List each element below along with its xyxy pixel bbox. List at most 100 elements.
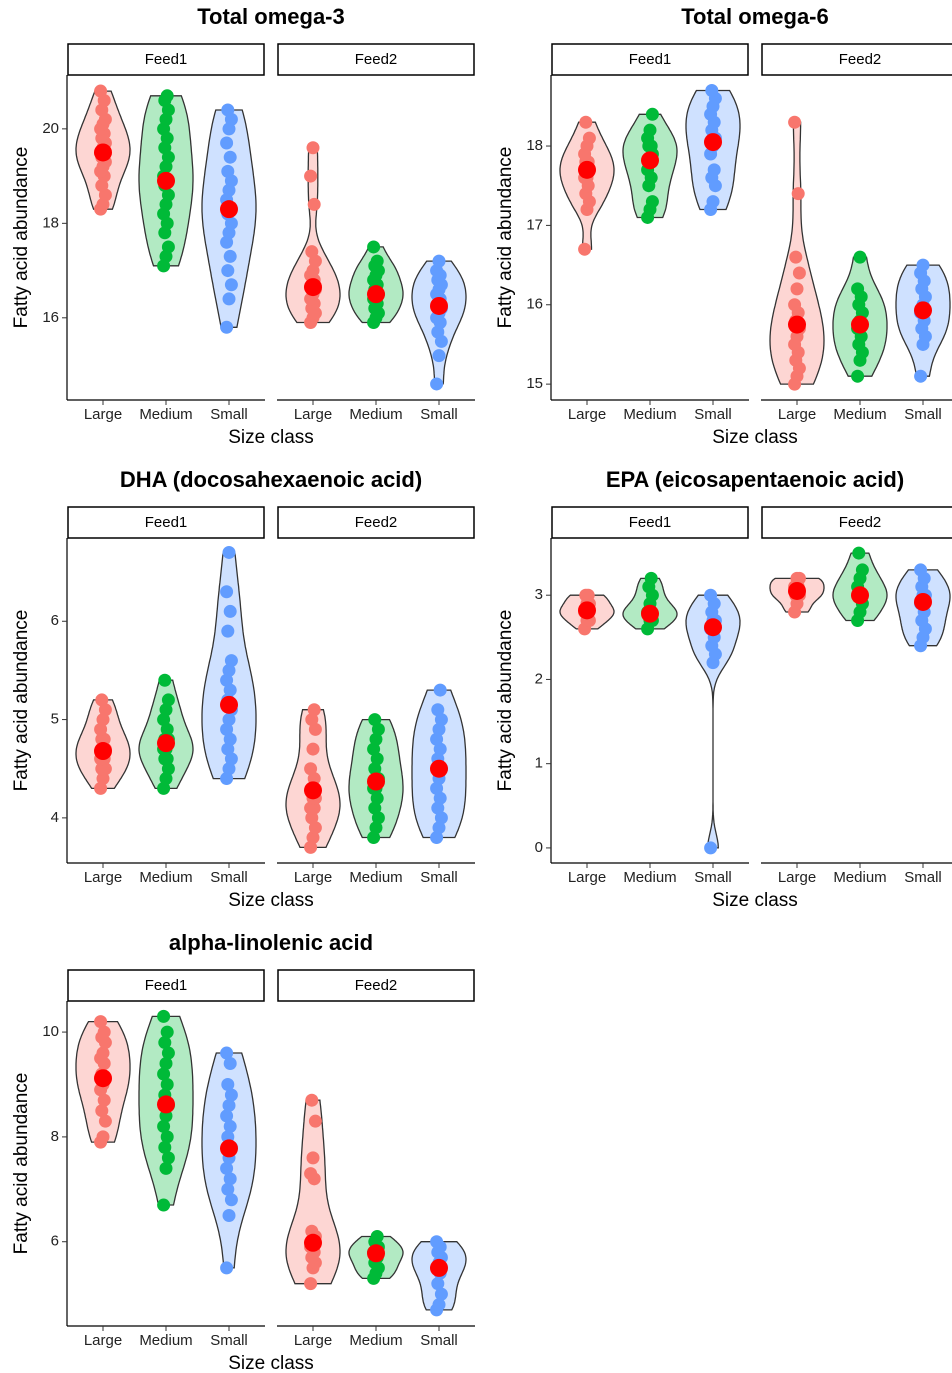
data-point bbox=[223, 1057, 237, 1071]
x-tick-label: Small bbox=[904, 869, 942, 886]
data-point bbox=[221, 742, 235, 756]
data-point bbox=[791, 187, 805, 201]
panel: DHA (docosahexaenoic acid) Fatty acid abu… bbox=[11, 467, 475, 911]
data-point bbox=[304, 762, 318, 776]
mean-point bbox=[157, 734, 175, 753]
data-point bbox=[851, 282, 865, 296]
x-tick-label: Medium bbox=[349, 406, 402, 423]
data-point bbox=[159, 1161, 173, 1175]
y-tick-label: 3 bbox=[535, 586, 543, 603]
data-point bbox=[221, 103, 235, 117]
data-point bbox=[220, 722, 234, 736]
data-point bbox=[160, 752, 174, 766]
data-point bbox=[432, 1298, 446, 1312]
data-point bbox=[430, 732, 444, 746]
y-tick-label: 15 bbox=[526, 375, 543, 392]
x-tick-label: Medium bbox=[139, 406, 192, 423]
mean-point bbox=[430, 296, 448, 315]
x-tick-label: Medium bbox=[833, 869, 886, 886]
panel-title: Total omega-3 bbox=[197, 4, 345, 29]
data-point bbox=[96, 1130, 110, 1144]
facet-strip bbox=[551, 43, 749, 76]
facet-label: Feed1 bbox=[145, 514, 188, 531]
data-point bbox=[223, 683, 237, 697]
facet-strip bbox=[761, 43, 952, 76]
panel-title: EPA (eicosapentaenoic acid) bbox=[606, 467, 904, 492]
panel: Total omega-6 Fatty acid abundance Size cl… bbox=[495, 4, 952, 448]
data-point bbox=[645, 195, 659, 209]
mean-point bbox=[304, 278, 322, 297]
data-point bbox=[221, 624, 235, 638]
x-tick-label: Small bbox=[210, 869, 248, 886]
data-point bbox=[430, 1235, 444, 1249]
data-point bbox=[159, 772, 173, 786]
facet-strip bbox=[551, 506, 749, 539]
data-point bbox=[98, 703, 112, 717]
data-point bbox=[305, 811, 319, 825]
mean-point bbox=[94, 742, 112, 761]
data-point bbox=[367, 742, 381, 756]
x-tick-label: Small bbox=[420, 406, 458, 423]
mean-point bbox=[220, 200, 238, 219]
y-tick-label: 2 bbox=[535, 670, 543, 687]
data-point bbox=[706, 195, 720, 209]
mean-point bbox=[578, 601, 596, 620]
data-point bbox=[369, 821, 383, 835]
data-point bbox=[161, 240, 175, 254]
data-point bbox=[368, 762, 382, 776]
panel-title: DHA (docosahexaenoic acid) bbox=[120, 467, 422, 492]
data-point bbox=[371, 811, 385, 825]
data-point bbox=[306, 742, 320, 756]
data-point bbox=[371, 722, 385, 736]
mean-point bbox=[367, 1244, 385, 1263]
mean-point bbox=[788, 315, 806, 334]
panel: EPA (eicosapentaenoic acid) Fatty acid ab… bbox=[495, 467, 952, 911]
data-point bbox=[223, 249, 237, 263]
data-point bbox=[368, 713, 382, 727]
data-point bbox=[645, 107, 659, 121]
mean-point bbox=[220, 1139, 238, 1158]
facet-label: Feed2 bbox=[355, 977, 398, 994]
x-tick-label: Large bbox=[84, 869, 122, 886]
data-point bbox=[914, 369, 928, 383]
data-point bbox=[434, 1287, 448, 1301]
data-point bbox=[704, 588, 718, 602]
data-point bbox=[434, 811, 448, 825]
mean-point bbox=[578, 160, 596, 179]
data-point bbox=[220, 1046, 234, 1060]
data-point bbox=[157, 1119, 171, 1133]
data-point bbox=[432, 349, 446, 363]
mean-point bbox=[641, 151, 659, 170]
data-point bbox=[220, 1161, 234, 1175]
data-point bbox=[95, 693, 109, 707]
data-point bbox=[160, 1077, 174, 1091]
data-point bbox=[158, 1140, 172, 1154]
facet-label: Feed2 bbox=[839, 51, 882, 68]
data-point bbox=[157, 1067, 171, 1081]
x-tick-label: Small bbox=[210, 1332, 248, 1349]
data-point bbox=[308, 722, 322, 736]
data-point bbox=[221, 164, 235, 178]
data-point bbox=[224, 752, 238, 766]
y-tick-label: 17 bbox=[526, 216, 543, 233]
data-point bbox=[430, 781, 444, 795]
data-point bbox=[434, 713, 448, 727]
data-point bbox=[222, 1209, 236, 1223]
x-tick-label: Large bbox=[294, 406, 332, 423]
y-tick-label: 16 bbox=[526, 296, 543, 313]
data-point bbox=[220, 673, 234, 687]
facet-label: Feed1 bbox=[629, 514, 672, 531]
x-tick-label: Large bbox=[778, 406, 816, 423]
panel: Total omega-3 Fatty acid abundance Size cl… bbox=[11, 4, 475, 448]
y-tick-label: 8 bbox=[51, 1128, 59, 1145]
data-point bbox=[221, 264, 235, 278]
data-point bbox=[97, 1093, 111, 1107]
facet-strip bbox=[761, 506, 952, 539]
mean-point bbox=[94, 1069, 112, 1088]
data-point bbox=[852, 546, 866, 560]
x-tick-label: Small bbox=[420, 1332, 458, 1349]
data-point bbox=[221, 1182, 235, 1196]
x-axis-title: Size class bbox=[228, 427, 314, 448]
data-point bbox=[160, 89, 174, 103]
